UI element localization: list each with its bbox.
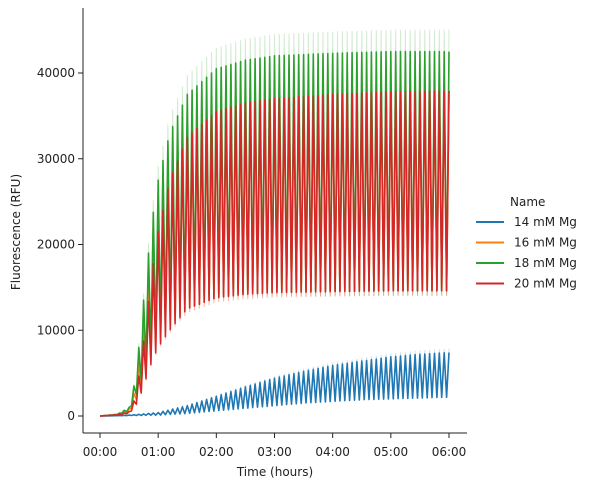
series-line bbox=[99, 50, 450, 417]
series-band bbox=[99, 29, 450, 417]
y-axis-ticks: 0 10000 20000 30000 40000 bbox=[37, 66, 83, 423]
x-tick-label: 00:00 bbox=[83, 445, 118, 459]
x-tick-label: 01:00 bbox=[141, 445, 176, 459]
x-tick-label: 06:00 bbox=[432, 445, 467, 459]
y-tick-label: 20000 bbox=[37, 238, 75, 252]
x-axis-label: Time (hours) bbox=[236, 465, 313, 479]
legend-label: 18 mM Mg bbox=[514, 256, 577, 270]
series-line bbox=[99, 90, 450, 417]
legend-items: 14 mM Mg 16 mM Mg 18 mM Mg 20 mM Mg bbox=[476, 215, 577, 291]
legend-label: 16 mM Mg bbox=[514, 236, 577, 250]
y-axis-label: Fluorescence (RFU) bbox=[9, 174, 23, 290]
x-tick-label: 03:00 bbox=[257, 445, 292, 459]
x-tick-label: 05:00 bbox=[374, 445, 409, 459]
legend: Name 14 mM Mg 16 mM Mg 18 mM Mg 20 mM Mg bbox=[476, 195, 577, 291]
x-tick-label: 04:00 bbox=[315, 445, 350, 459]
y-tick-label: 30000 bbox=[37, 152, 75, 166]
y-tick-label: 0 bbox=[67, 409, 75, 423]
legend-label: 14 mM Mg bbox=[514, 215, 577, 229]
y-tick-label: 40000 bbox=[37, 66, 75, 80]
legend-label: 20 mM Mg bbox=[514, 277, 577, 291]
legend-title: Name bbox=[510, 195, 545, 209]
x-tick-label: 02:00 bbox=[199, 445, 234, 459]
series-line bbox=[100, 352, 450, 417]
y-tick-label: 10000 bbox=[37, 323, 75, 337]
series-lines bbox=[99, 50, 450, 417]
x-axis-ticks: 00:00 01:00 02:00 03:00 04:00 05:00 06:00 bbox=[83, 433, 467, 459]
